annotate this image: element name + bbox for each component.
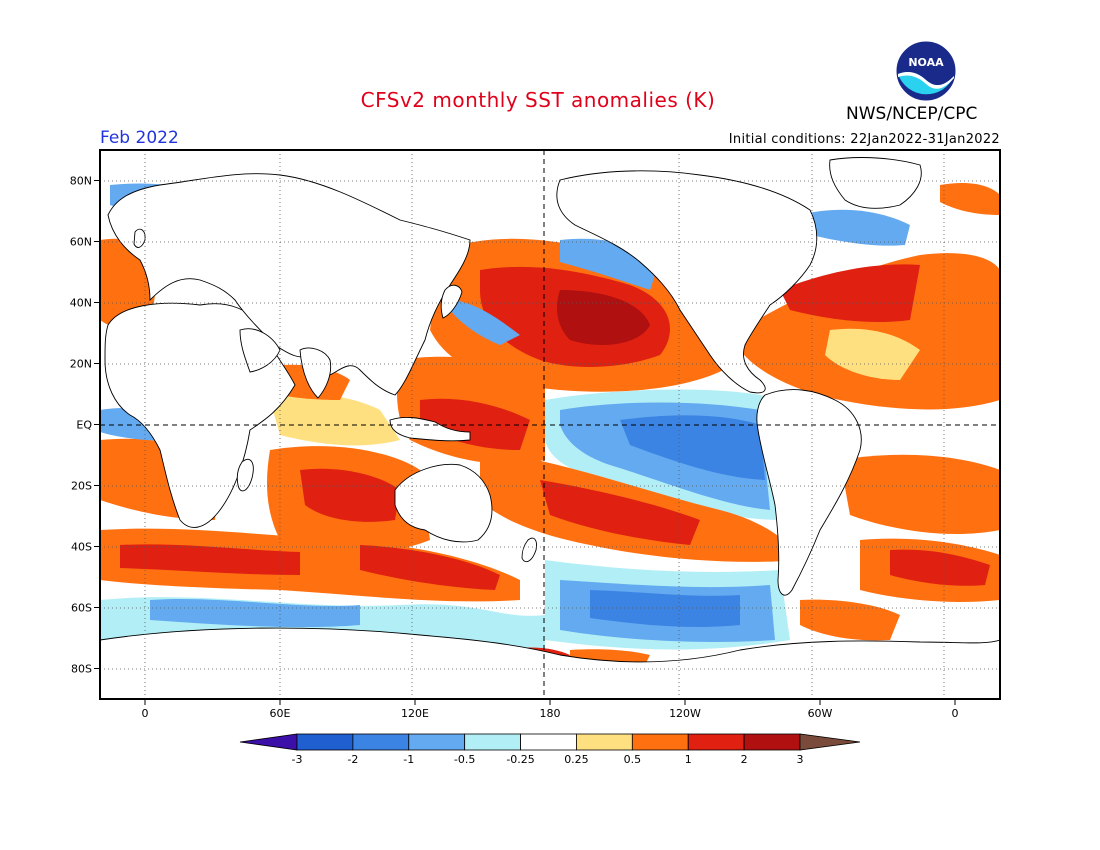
anomaly-region: [450, 300, 520, 345]
lat-tick-label: 20N: [70, 358, 92, 371]
lat-tick-label: 60S: [71, 602, 92, 615]
colorbar-label: 0.25: [564, 753, 589, 766]
lat-tick-label: EQ: [76, 419, 92, 432]
japan-land: [440, 284, 463, 319]
india-land: [299, 347, 332, 399]
colorbar-box: [631, 733, 689, 751]
lat-tick-label: 80S: [71, 663, 92, 676]
colorbar-label: 3: [797, 753, 804, 766]
colorbar-label: -0.5: [454, 753, 475, 766]
colorbar-label: 0.5: [624, 753, 642, 766]
lon-tick-label: 0: [952, 707, 959, 720]
longitude-axis: 0 60E 120E 180 120W 60W 0: [142, 699, 959, 720]
colorbar-max-arrow: [799, 733, 861, 751]
lat-tick-label: 60N: [70, 236, 92, 249]
colorbar-label: 1: [685, 753, 692, 766]
colorbar-box: [408, 733, 466, 751]
south-america-land: [756, 389, 862, 596]
org-label: NWS/NCEP/CPC: [846, 104, 978, 124]
anomaly-region: [540, 480, 700, 545]
lon-tick-label: 60W: [808, 707, 833, 720]
australia-land: [394, 463, 493, 543]
antarctica-land: [100, 627, 1000, 699]
lon-tick-label: 180: [540, 707, 561, 720]
madagascar-land: [236, 458, 254, 492]
anomaly-region: [840, 454, 1000, 535]
lon-tick-label: 120E: [401, 707, 429, 720]
greenland-land: [829, 157, 922, 209]
colorbar-box: [464, 733, 521, 751]
colorbar-label: 2: [741, 753, 748, 766]
latitude-axis: 80N 60N 40N 20N EQ 20S 40S 60S 80S: [70, 175, 100, 676]
indonesia-land: [389, 416, 471, 442]
anomaly-region: [780, 264, 920, 322]
lat-tick-label: 40N: [70, 297, 92, 310]
lat-tick-label: 80N: [70, 175, 92, 188]
lon-tick-label: 0: [142, 707, 149, 720]
north-america-land: [556, 170, 818, 394]
lat-tick-label: 20S: [71, 480, 92, 493]
map-title: CFSv2 monthly SST anomalies (K): [360, 88, 716, 112]
noaa-logo-text: NOAA: [908, 56, 944, 69]
anomaly-region: [150, 598, 360, 628]
lon-tick-label: 60E: [270, 707, 291, 720]
colorbar-label: -2: [347, 753, 358, 766]
initial-conditions-label: Initial conditions: 22Jan2022-31Jan2022: [728, 132, 1000, 147]
anomaly-region: [300, 468, 400, 522]
new-zealand-land: [521, 537, 537, 563]
anomaly-region: [890, 549, 990, 586]
colorbar-label: -1: [403, 753, 414, 766]
colorbar-label: -0.25: [506, 753, 534, 766]
lon-tick-label: 120W: [669, 707, 701, 720]
land-masses: [100, 157, 1000, 699]
month-label: Feb 2022: [100, 128, 179, 148]
colorbar-box: [687, 733, 745, 751]
anomaly-region: [940, 183, 1000, 215]
colorbar-min-arrow: [239, 733, 298, 751]
anomaly-region: [557, 290, 650, 345]
colorbar-box: [743, 733, 801, 751]
lat-tick-label: 40S: [71, 541, 92, 554]
noaa-logo: NOAA: [895, 40, 957, 102]
anomaly-region: [590, 590, 740, 628]
colorbar-box: [520, 733, 577, 751]
uk-land: [133, 228, 146, 248]
colorbar-label: -3: [292, 753, 303, 766]
anomaly-region: [800, 599, 900, 641]
colorbar-box: [352, 733, 410, 751]
colorbar-box: [296, 733, 354, 751]
colorbar-box: [576, 733, 633, 751]
anomaly-region: [620, 415, 765, 480]
anomaly-region: [120, 544, 300, 575]
anomaly-region: [360, 545, 500, 590]
anomaly-region: [800, 209, 910, 246]
anomaly-region: [270, 394, 400, 446]
arabia-land: [239, 328, 281, 373]
colorbar: -3 -2 -1 -0.5 -0.25 0.25 0.5 1 2 3: [239, 733, 861, 766]
anomaly-region: [825, 328, 920, 380]
